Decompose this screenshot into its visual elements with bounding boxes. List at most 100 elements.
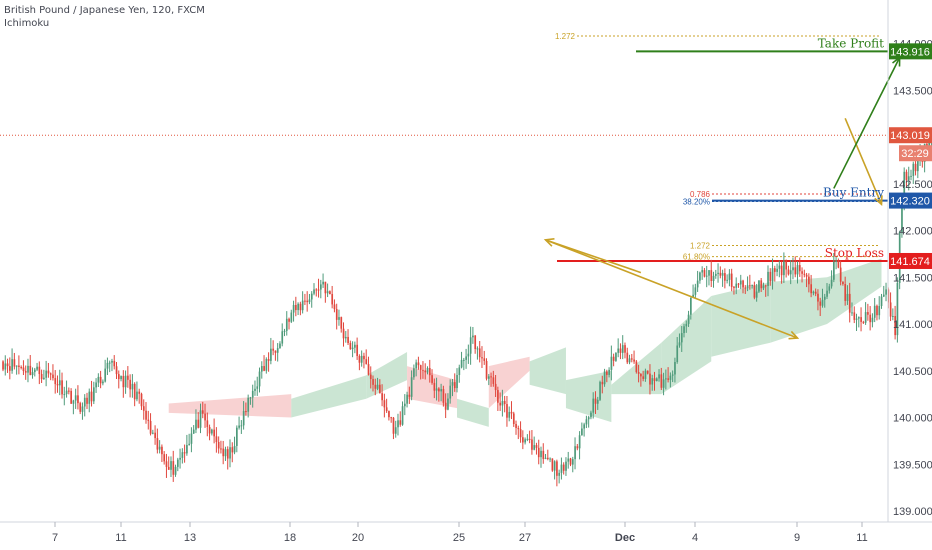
candle-body <box>876 305 878 316</box>
candle-body <box>817 293 819 302</box>
candle-body <box>710 270 713 282</box>
candle-body <box>108 362 111 364</box>
candle-body <box>6 363 9 367</box>
candle-body <box>512 413 515 424</box>
candle-body <box>124 375 127 388</box>
candle-body <box>565 461 567 471</box>
candle-body <box>320 284 322 290</box>
ichimoku-cloud <box>529 347 566 395</box>
candle-body <box>140 393 143 407</box>
candle-body <box>295 304 297 311</box>
candle-body <box>524 439 526 443</box>
candle-body <box>483 358 486 361</box>
candle-body <box>190 433 193 444</box>
candle-body <box>724 273 726 281</box>
candle-body <box>342 328 345 339</box>
countdown-tag <box>899 145 932 162</box>
candle-body <box>792 267 794 271</box>
candle-body <box>449 385 452 399</box>
candle-body <box>599 381 601 400</box>
candle-body <box>72 400 75 404</box>
price-tick-label: 140.000 <box>893 413 932 425</box>
candle-body <box>821 299 824 306</box>
candle-body <box>270 348 272 361</box>
candle-body <box>633 359 635 362</box>
candle-body <box>814 291 817 294</box>
candle-body <box>674 362 676 375</box>
candle-body <box>324 281 327 294</box>
candle-body <box>678 342 681 346</box>
candle-body <box>88 391 91 404</box>
candle-body <box>907 176 910 180</box>
candle-body <box>406 394 408 404</box>
candle-body <box>329 291 331 295</box>
candle-body <box>510 411 513 414</box>
candle-body <box>882 294 885 297</box>
projection-arrow <box>545 239 798 339</box>
candle-body <box>251 390 254 398</box>
candle-body <box>31 372 34 376</box>
candle-body <box>635 361 638 373</box>
candle-body <box>798 265 801 272</box>
candle-body <box>29 365 32 376</box>
candle-body <box>556 461 558 476</box>
candle-body <box>9 366 11 371</box>
candle-body <box>637 372 640 374</box>
candle-body <box>195 419 197 430</box>
candle-body <box>642 376 645 379</box>
candle-body <box>771 268 774 282</box>
candle-body <box>606 371 608 375</box>
candle-body <box>553 461 556 471</box>
candle-body <box>796 265 799 275</box>
projection-arrow <box>844 117 883 205</box>
candle-body <box>499 402 502 406</box>
candle-body <box>728 273 731 280</box>
candle-body <box>104 368 107 382</box>
candle-body <box>460 359 463 368</box>
candle-body <box>224 449 227 457</box>
candle-body <box>306 300 309 303</box>
candle-body <box>867 312 869 315</box>
candle-body <box>592 398 595 413</box>
candle-body <box>428 367 431 376</box>
candle-body <box>789 270 792 275</box>
candle-body <box>444 402 447 410</box>
fib-level-label: 1.272 <box>555 32 576 41</box>
candle-body <box>24 371 27 373</box>
candle-body <box>133 383 136 400</box>
candle-body <box>106 362 109 369</box>
candle-body <box>431 375 433 383</box>
candle-body <box>490 376 492 378</box>
price-tick-label: 142.500 <box>893 179 932 191</box>
time-tick-label: Dec <box>615 532 635 544</box>
candle-body <box>174 466 177 475</box>
candle-body <box>472 335 474 338</box>
candle-body <box>58 380 61 386</box>
candle-body <box>603 371 606 385</box>
candle-body <box>547 457 549 459</box>
candle-body <box>308 299 311 303</box>
candle-body <box>379 384 381 394</box>
candle-body <box>20 366 23 368</box>
candle-body <box>533 445 536 450</box>
candle-body <box>301 300 304 311</box>
candle-body <box>735 283 738 288</box>
candle-body <box>880 296 883 307</box>
candle-body <box>717 272 719 274</box>
candle-body <box>43 377 45 380</box>
candle-body <box>154 432 156 439</box>
candle-body <box>497 390 499 403</box>
candle-body <box>274 350 277 353</box>
candle-body <box>81 406 84 412</box>
ichimoku-cloud <box>661 295 712 395</box>
candle-body <box>74 395 77 401</box>
candle-body <box>842 281 844 285</box>
candle-body <box>753 285 756 298</box>
candle-body <box>279 343 281 349</box>
candle-body <box>485 360 488 379</box>
candle-body <box>508 411 511 418</box>
candle-body <box>11 359 13 371</box>
candle-body <box>828 286 831 291</box>
candle-body <box>313 289 315 294</box>
